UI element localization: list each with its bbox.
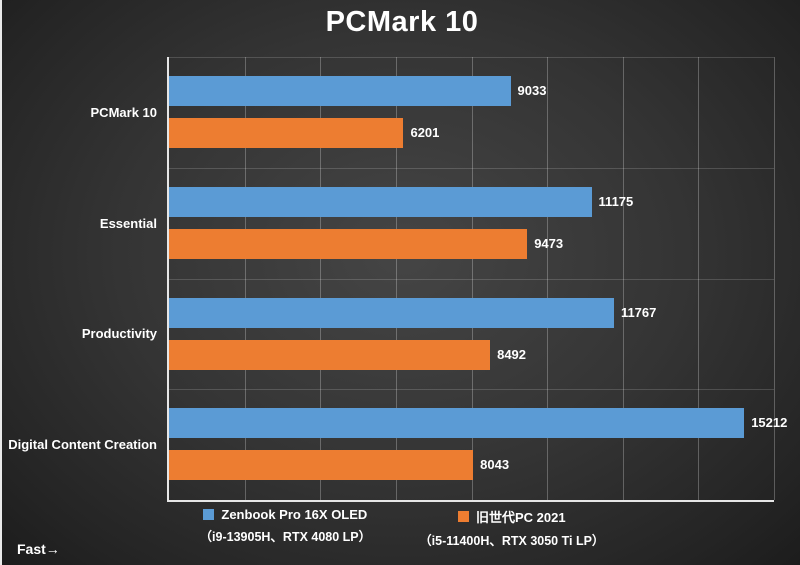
bar-old-pc: 9473	[169, 228, 563, 259]
bar-value-label: 8043	[480, 457, 510, 473]
bar-value-label: 9033	[517, 83, 547, 98]
bar-group: Digital Content Creation 15212 8043	[8, 389, 787, 500]
legend-row: 旧世代PC 2021	[458, 507, 566, 526]
bar-old-pc: 6201	[169, 118, 439, 148]
bar-old-pc: 8043	[169, 450, 509, 481]
series1-swatch	[203, 509, 215, 520]
chart-title: PCMark 10	[325, 6, 479, 38]
gridline	[622, 57, 624, 500]
bar-zenbook: 11175	[169, 186, 633, 217]
legend-label: 旧世代PC 2021	[476, 510, 566, 525]
bar-value-label: 6201	[410, 125, 440, 140]
gridline-horizontal	[169, 57, 774, 58]
bar-group: Productivity 11767 8492	[82, 279, 774, 390]
fast-direction-label: Fast→	[17, 541, 60, 557]
gridline-horizontal	[169, 167, 774, 169]
legend-sublabel: （i9-13905H、RTX 4080 LP）	[199, 530, 372, 544]
bar-value-label: 15212	[751, 415, 788, 431]
legend-row: Zenbook Pro 16X OLED	[203, 507, 367, 522]
bar-group: Essential 11175 9473	[100, 168, 774, 279]
gridline	[395, 57, 397, 500]
series2-swatch	[458, 511, 469, 522]
bar-value-label: 11767	[620, 304, 657, 320]
gridline-horizontal	[169, 389, 774, 391]
gridline-horizontal	[169, 278, 774, 280]
gridline	[244, 57, 246, 500]
category-label: Digital Content Creation	[8, 437, 157, 453]
legend-sublabel: （i5-11400H、RTX 3050 Ti LP）	[419, 534, 605, 548]
legend: Zenbook Pro 16X OLED （i9-13905H、RTX 4080…	[2, 507, 800, 549]
bar-value-label: 11175	[598, 193, 634, 209]
plot-area: PCMark 10 9033 6201 Essential 11175 9473 Produ…	[8, 57, 787, 502]
gridline	[698, 57, 700, 500]
gridline	[471, 57, 473, 500]
legend-item-old-pc: 旧世代PC 2021 （i5-11400H、RTX 3050 Ti LP）	[419, 507, 604, 549]
legend-item-zenbook: Zenbook Pro 16X OLED （i9-13905H、RTX 4080…	[200, 507, 372, 549]
gridline	[320, 57, 322, 500]
legend-label: Zenbook Pro 16X OLED	[221, 507, 368, 522]
gridline	[547, 57, 549, 500]
bar-value-label: 8492	[497, 346, 527, 362]
bar-group: PCMark 10 9033 6201	[91, 57, 774, 168]
bar-zenbook: 15212	[169, 408, 787, 439]
category-label: Productivity	[81, 326, 157, 342]
bar-old-pc: 8492	[169, 339, 526, 370]
gridline	[774, 57, 775, 500]
bar-zenbook: 11767	[169, 297, 656, 328]
bar-zenbook: 9033	[169, 76, 546, 106]
category-label: Essential	[99, 215, 157, 231]
bar-value-label: 9473	[534, 235, 564, 251]
category-label: PCMark 10	[90, 104, 157, 120]
